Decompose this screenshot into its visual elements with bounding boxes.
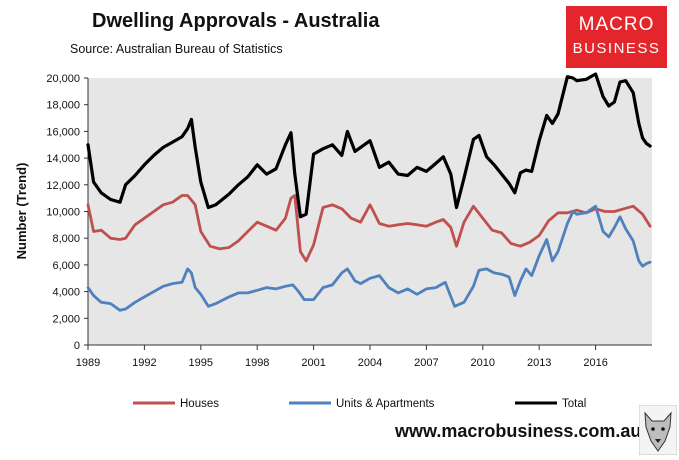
y-tick-label: 2,000 <box>52 313 80 325</box>
series-line-units-apartments <box>86 204 652 312</box>
x-tick-label: 1995 <box>189 357 213 369</box>
x-tick-label: 1989 <box>76 357 100 369</box>
y-axis-title: Number (Trend) <box>14 163 29 260</box>
chart-title: Dwelling Approvals - Australia <box>92 10 380 32</box>
legend-label-units-apartments: Units & Apartments <box>336 398 435 410</box>
y-tick-label: 20,000 <box>46 73 80 85</box>
macrobusiness-logo: MACRO BUSINESS <box>566 6 667 68</box>
x-tick-label: 2010 <box>471 357 495 369</box>
wolf-mascot-icon <box>639 405 677 455</box>
x-tick-label: 1998 <box>245 357 269 369</box>
x-tick-label: 2016 <box>583 357 607 369</box>
logo-line-2: BUSINESS <box>572 40 661 57</box>
x-tick-label: 1992 <box>132 357 156 369</box>
legend-label-houses: Houses <box>180 398 219 410</box>
y-tick-label: 10,000 <box>46 207 80 219</box>
y-tick-label: 8,000 <box>52 233 80 245</box>
y-tick-label: 18,000 <box>46 100 80 112</box>
series-line-total <box>86 72 652 219</box>
logo-line-1: MACRO <box>578 14 655 35</box>
chart-source: Source: Australian Bureau of Statistics <box>70 42 283 56</box>
y-tick-label: 0 <box>74 340 80 352</box>
y-tick-label: 16,000 <box>46 126 80 138</box>
x-tick-label: 2001 <box>301 357 325 369</box>
y-tick-label: 4,000 <box>52 287 80 299</box>
website-url: www.macrobusiness.com.au <box>395 421 642 441</box>
legend-label-total: Total <box>562 398 586 410</box>
x-tick-label: 2013 <box>527 357 551 369</box>
y-tick-label: 12,000 <box>46 180 80 192</box>
y-tick-label: 14,000 <box>46 153 80 165</box>
x-tick-label: 2004 <box>358 357 382 369</box>
x-tick-label: 2007 <box>414 357 438 369</box>
series-line-houses <box>86 194 652 263</box>
y-tick-label: 6,000 <box>52 260 80 272</box>
